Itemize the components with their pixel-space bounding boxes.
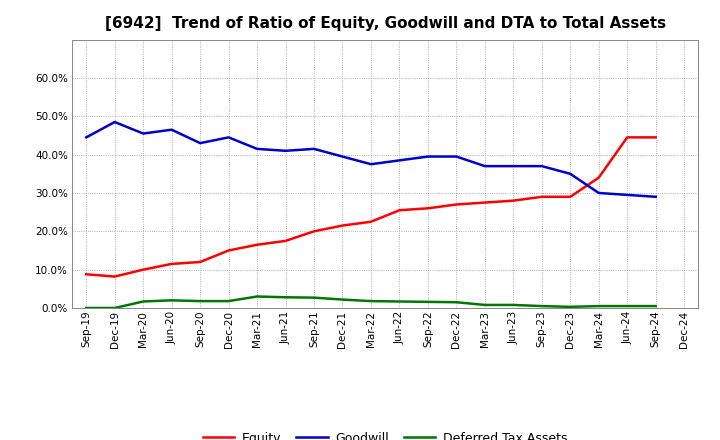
Equity xyxy=(366,219,375,224)
Title: [6942]  Trend of Ratio of Equity, Goodwill and DTA to Total Assets: [6942] Trend of Ratio of Equity, Goodwil… xyxy=(104,16,666,32)
Equity xyxy=(595,175,603,180)
Deferred Tax Assets xyxy=(253,294,261,299)
Goodwill xyxy=(110,119,119,125)
Deferred Tax Assets xyxy=(480,302,489,308)
Deferred Tax Assets xyxy=(509,302,518,308)
Deferred Tax Assets xyxy=(196,298,204,304)
Goodwill xyxy=(595,191,603,196)
Goodwill xyxy=(480,164,489,169)
Equity xyxy=(623,135,631,140)
Equity xyxy=(652,135,660,140)
Deferred Tax Assets xyxy=(623,304,631,309)
Equity xyxy=(225,248,233,253)
Goodwill xyxy=(395,158,404,163)
Equity xyxy=(167,261,176,267)
Goodwill xyxy=(623,192,631,198)
Deferred Tax Assets xyxy=(595,304,603,309)
Deferred Tax Assets xyxy=(139,299,148,304)
Equity xyxy=(509,198,518,203)
Deferred Tax Assets xyxy=(395,299,404,304)
Deferred Tax Assets xyxy=(82,305,91,311)
Deferred Tax Assets xyxy=(423,299,432,304)
Legend: Equity, Goodwill, Deferred Tax Assets: Equity, Goodwill, Deferred Tax Assets xyxy=(198,427,572,440)
Goodwill xyxy=(139,131,148,136)
Goodwill xyxy=(196,140,204,146)
Equity xyxy=(196,259,204,264)
Equity xyxy=(110,274,119,279)
Deferred Tax Assets xyxy=(167,298,176,303)
Equity xyxy=(452,202,461,207)
Goodwill xyxy=(452,154,461,159)
Line: Goodwill: Goodwill xyxy=(86,122,656,197)
Goodwill xyxy=(652,194,660,199)
Equity xyxy=(480,200,489,205)
Goodwill xyxy=(310,146,318,151)
Deferred Tax Assets xyxy=(282,295,290,300)
Deferred Tax Assets xyxy=(652,304,660,309)
Goodwill xyxy=(282,148,290,154)
Equity xyxy=(566,194,575,199)
Equity xyxy=(282,238,290,244)
Equity xyxy=(395,208,404,213)
Equity xyxy=(423,205,432,211)
Equity xyxy=(253,242,261,247)
Goodwill xyxy=(225,135,233,140)
Line: Equity: Equity xyxy=(86,137,656,277)
Goodwill xyxy=(537,164,546,169)
Goodwill xyxy=(167,127,176,132)
Equity xyxy=(310,229,318,234)
Equity xyxy=(82,271,91,277)
Goodwill xyxy=(366,161,375,167)
Line: Deferred Tax Assets: Deferred Tax Assets xyxy=(86,297,656,308)
Deferred Tax Assets xyxy=(110,305,119,311)
Deferred Tax Assets xyxy=(310,295,318,300)
Deferred Tax Assets xyxy=(338,297,347,302)
Goodwill xyxy=(423,154,432,159)
Goodwill xyxy=(82,135,91,140)
Deferred Tax Assets xyxy=(225,298,233,304)
Equity xyxy=(139,267,148,272)
Equity xyxy=(537,194,546,199)
Equity xyxy=(338,223,347,228)
Goodwill xyxy=(509,164,518,169)
Goodwill xyxy=(253,146,261,151)
Deferred Tax Assets xyxy=(366,298,375,304)
Deferred Tax Assets xyxy=(537,304,546,309)
Goodwill xyxy=(566,171,575,176)
Deferred Tax Assets xyxy=(452,300,461,305)
Deferred Tax Assets xyxy=(566,304,575,309)
Goodwill xyxy=(338,154,347,159)
